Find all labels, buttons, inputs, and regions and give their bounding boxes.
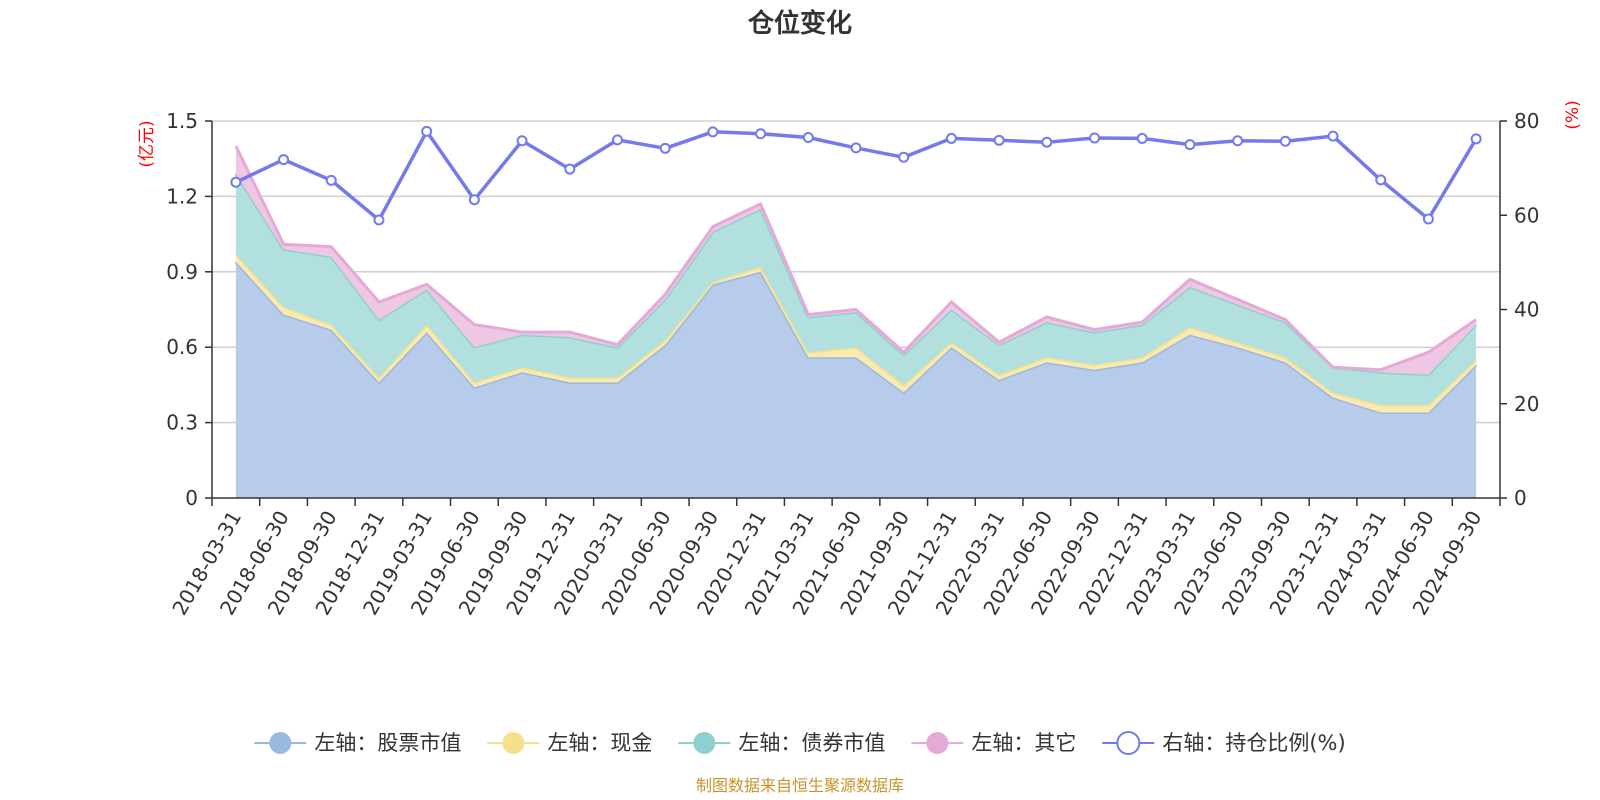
ratio-point bbox=[802, 131, 814, 143]
left-tick-label: 1.5 bbox=[166, 109, 198, 133]
legend-item: 左轴：股票市值 bbox=[254, 731, 461, 755]
legend-dot-icon bbox=[502, 732, 525, 754]
ratio-point bbox=[1232, 135, 1244, 147]
right-tick-label: 40 bbox=[1514, 298, 1539, 322]
ratio-point bbox=[611, 134, 623, 146]
ratio-point bbox=[1041, 136, 1053, 148]
area-fill-3 bbox=[235, 173, 1477, 405]
legend-label: 左轴：其它 bbox=[971, 731, 1076, 755]
legend-label: 右轴：持仓比例(%) bbox=[1162, 731, 1345, 755]
ratio-point bbox=[1136, 132, 1148, 144]
right-tick-label: 20 bbox=[1514, 392, 1539, 416]
legend-item: 左轴：现金 bbox=[487, 731, 652, 755]
ratio-point bbox=[516, 135, 528, 147]
area-edge-4 bbox=[234, 145, 1477, 372]
ratio-point bbox=[1279, 135, 1291, 147]
ratio-point bbox=[755, 128, 767, 140]
legend-item: 左轴：债券市值 bbox=[678, 731, 885, 755]
legend-item: 左轴：其它 bbox=[911, 731, 1076, 755]
ratio-point bbox=[993, 134, 1005, 146]
ratio-point bbox=[850, 142, 862, 154]
left-tick-label: 0.3 bbox=[166, 411, 198, 435]
legend-item: 右轴：持仓比例(%) bbox=[1102, 731, 1346, 755]
left-tick-label: 0 bbox=[185, 486, 198, 510]
ratio-point bbox=[1375, 174, 1387, 186]
legend-label: 左轴：债券市值 bbox=[738, 731, 885, 755]
ratio-point bbox=[1327, 130, 1339, 142]
legend: 左轴：股票市值 左轴：现金 左轴：债券市值 左轴：其它 右轴：持仓比例(%) bbox=[254, 731, 1346, 755]
right-tick-label: 0 bbox=[1514, 486, 1527, 510]
left-tick-label: 0.6 bbox=[166, 335, 198, 359]
ratio-point bbox=[1184, 139, 1196, 151]
legend-label: 左轴：股票市值 bbox=[314, 731, 461, 755]
ratio-point bbox=[659, 142, 671, 154]
area-fill-1 bbox=[235, 261, 1477, 498]
ratio-point bbox=[898, 151, 910, 163]
left-tick-label: 1.2 bbox=[166, 184, 198, 208]
ratio-point bbox=[564, 163, 576, 175]
ratio-point bbox=[1089, 132, 1101, 144]
legend-dot-icon bbox=[269, 732, 292, 754]
ratio-point bbox=[421, 125, 433, 137]
right-tick-label: 60 bbox=[1514, 203, 1539, 227]
right-axis-unit: (%) bbox=[1563, 100, 1583, 129]
stacked-areas bbox=[234, 145, 1478, 498]
ratio-point bbox=[1470, 133, 1482, 145]
left-tick-label: 0.9 bbox=[166, 260, 198, 284]
source-note: 制图数据来自恒生聚源数据库 bbox=[696, 776, 904, 795]
legend-dot-icon bbox=[693, 732, 716, 754]
legend-label: 左轴：现金 bbox=[547, 731, 652, 755]
ratio-point bbox=[468, 194, 480, 206]
legend-dot-icon bbox=[926, 732, 949, 754]
ratio-point bbox=[278, 154, 290, 166]
right-tick-label: 80 bbox=[1514, 109, 1539, 133]
ratio-line-series bbox=[230, 125, 1482, 226]
chart-title: 仓位变化 bbox=[747, 8, 852, 39]
ratio-point bbox=[945, 132, 957, 144]
ratio-point bbox=[707, 126, 719, 138]
ratio-point bbox=[230, 176, 242, 188]
ratio-point bbox=[373, 214, 385, 226]
legend-ring-icon bbox=[1116, 731, 1141, 755]
ratio-point bbox=[325, 174, 337, 186]
ratio-point bbox=[1422, 213, 1434, 225]
left-axis-unit: (亿元) bbox=[137, 120, 157, 167]
